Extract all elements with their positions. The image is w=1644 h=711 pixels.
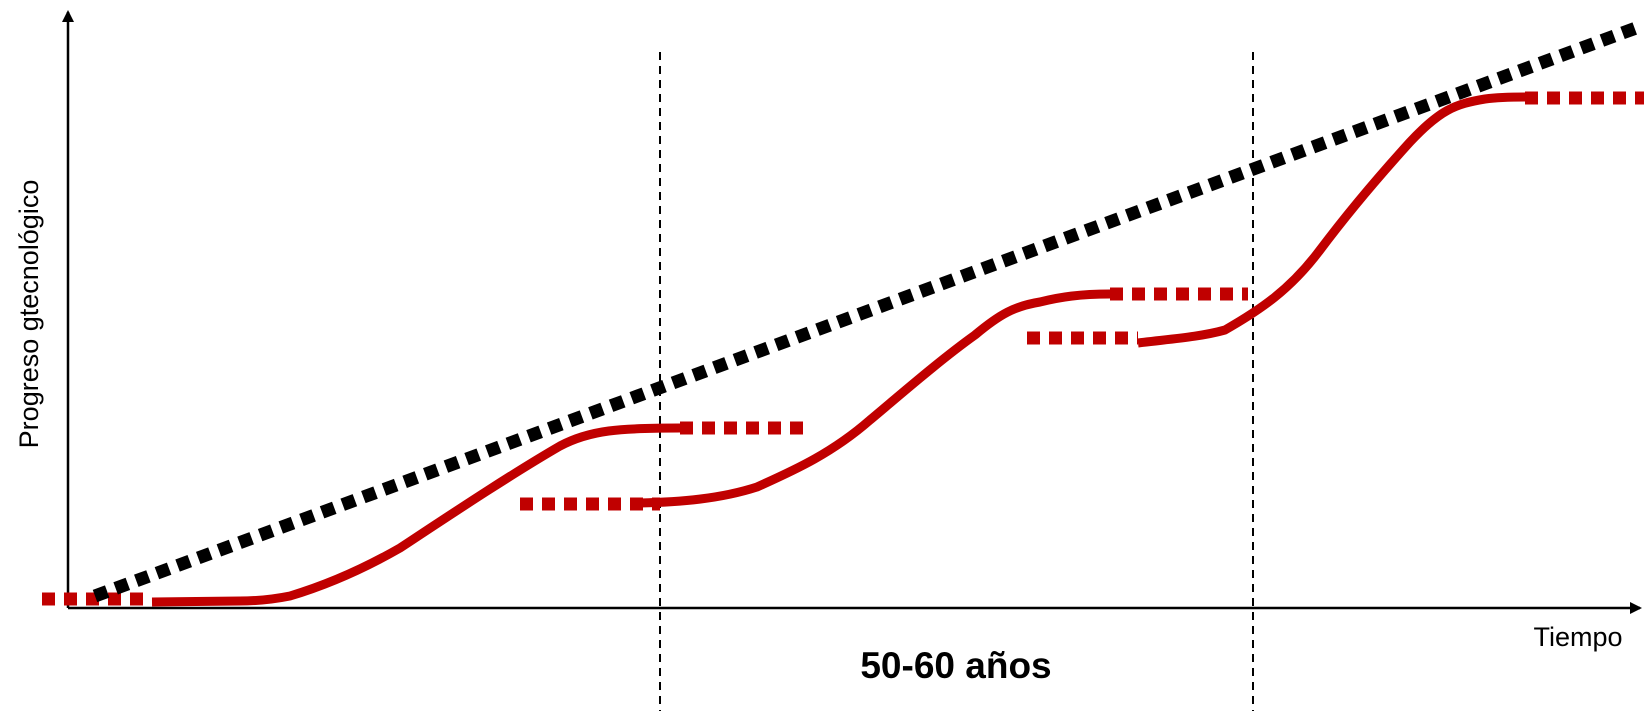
s-curve-cycle-1 xyxy=(151,423,681,607)
s-curve-cycle-2 xyxy=(639,289,1111,508)
trend-line xyxy=(92,21,1639,603)
cycle-plateaus xyxy=(42,91,1644,606)
y-axis-label: Progreso gtecnológico xyxy=(14,180,44,449)
cycle-curves xyxy=(151,92,1526,607)
s-curve-cycle-3 xyxy=(1137,92,1526,348)
x-axis-label: Tiempo xyxy=(1533,622,1622,652)
interval-label: 50-60 años xyxy=(860,645,1051,686)
